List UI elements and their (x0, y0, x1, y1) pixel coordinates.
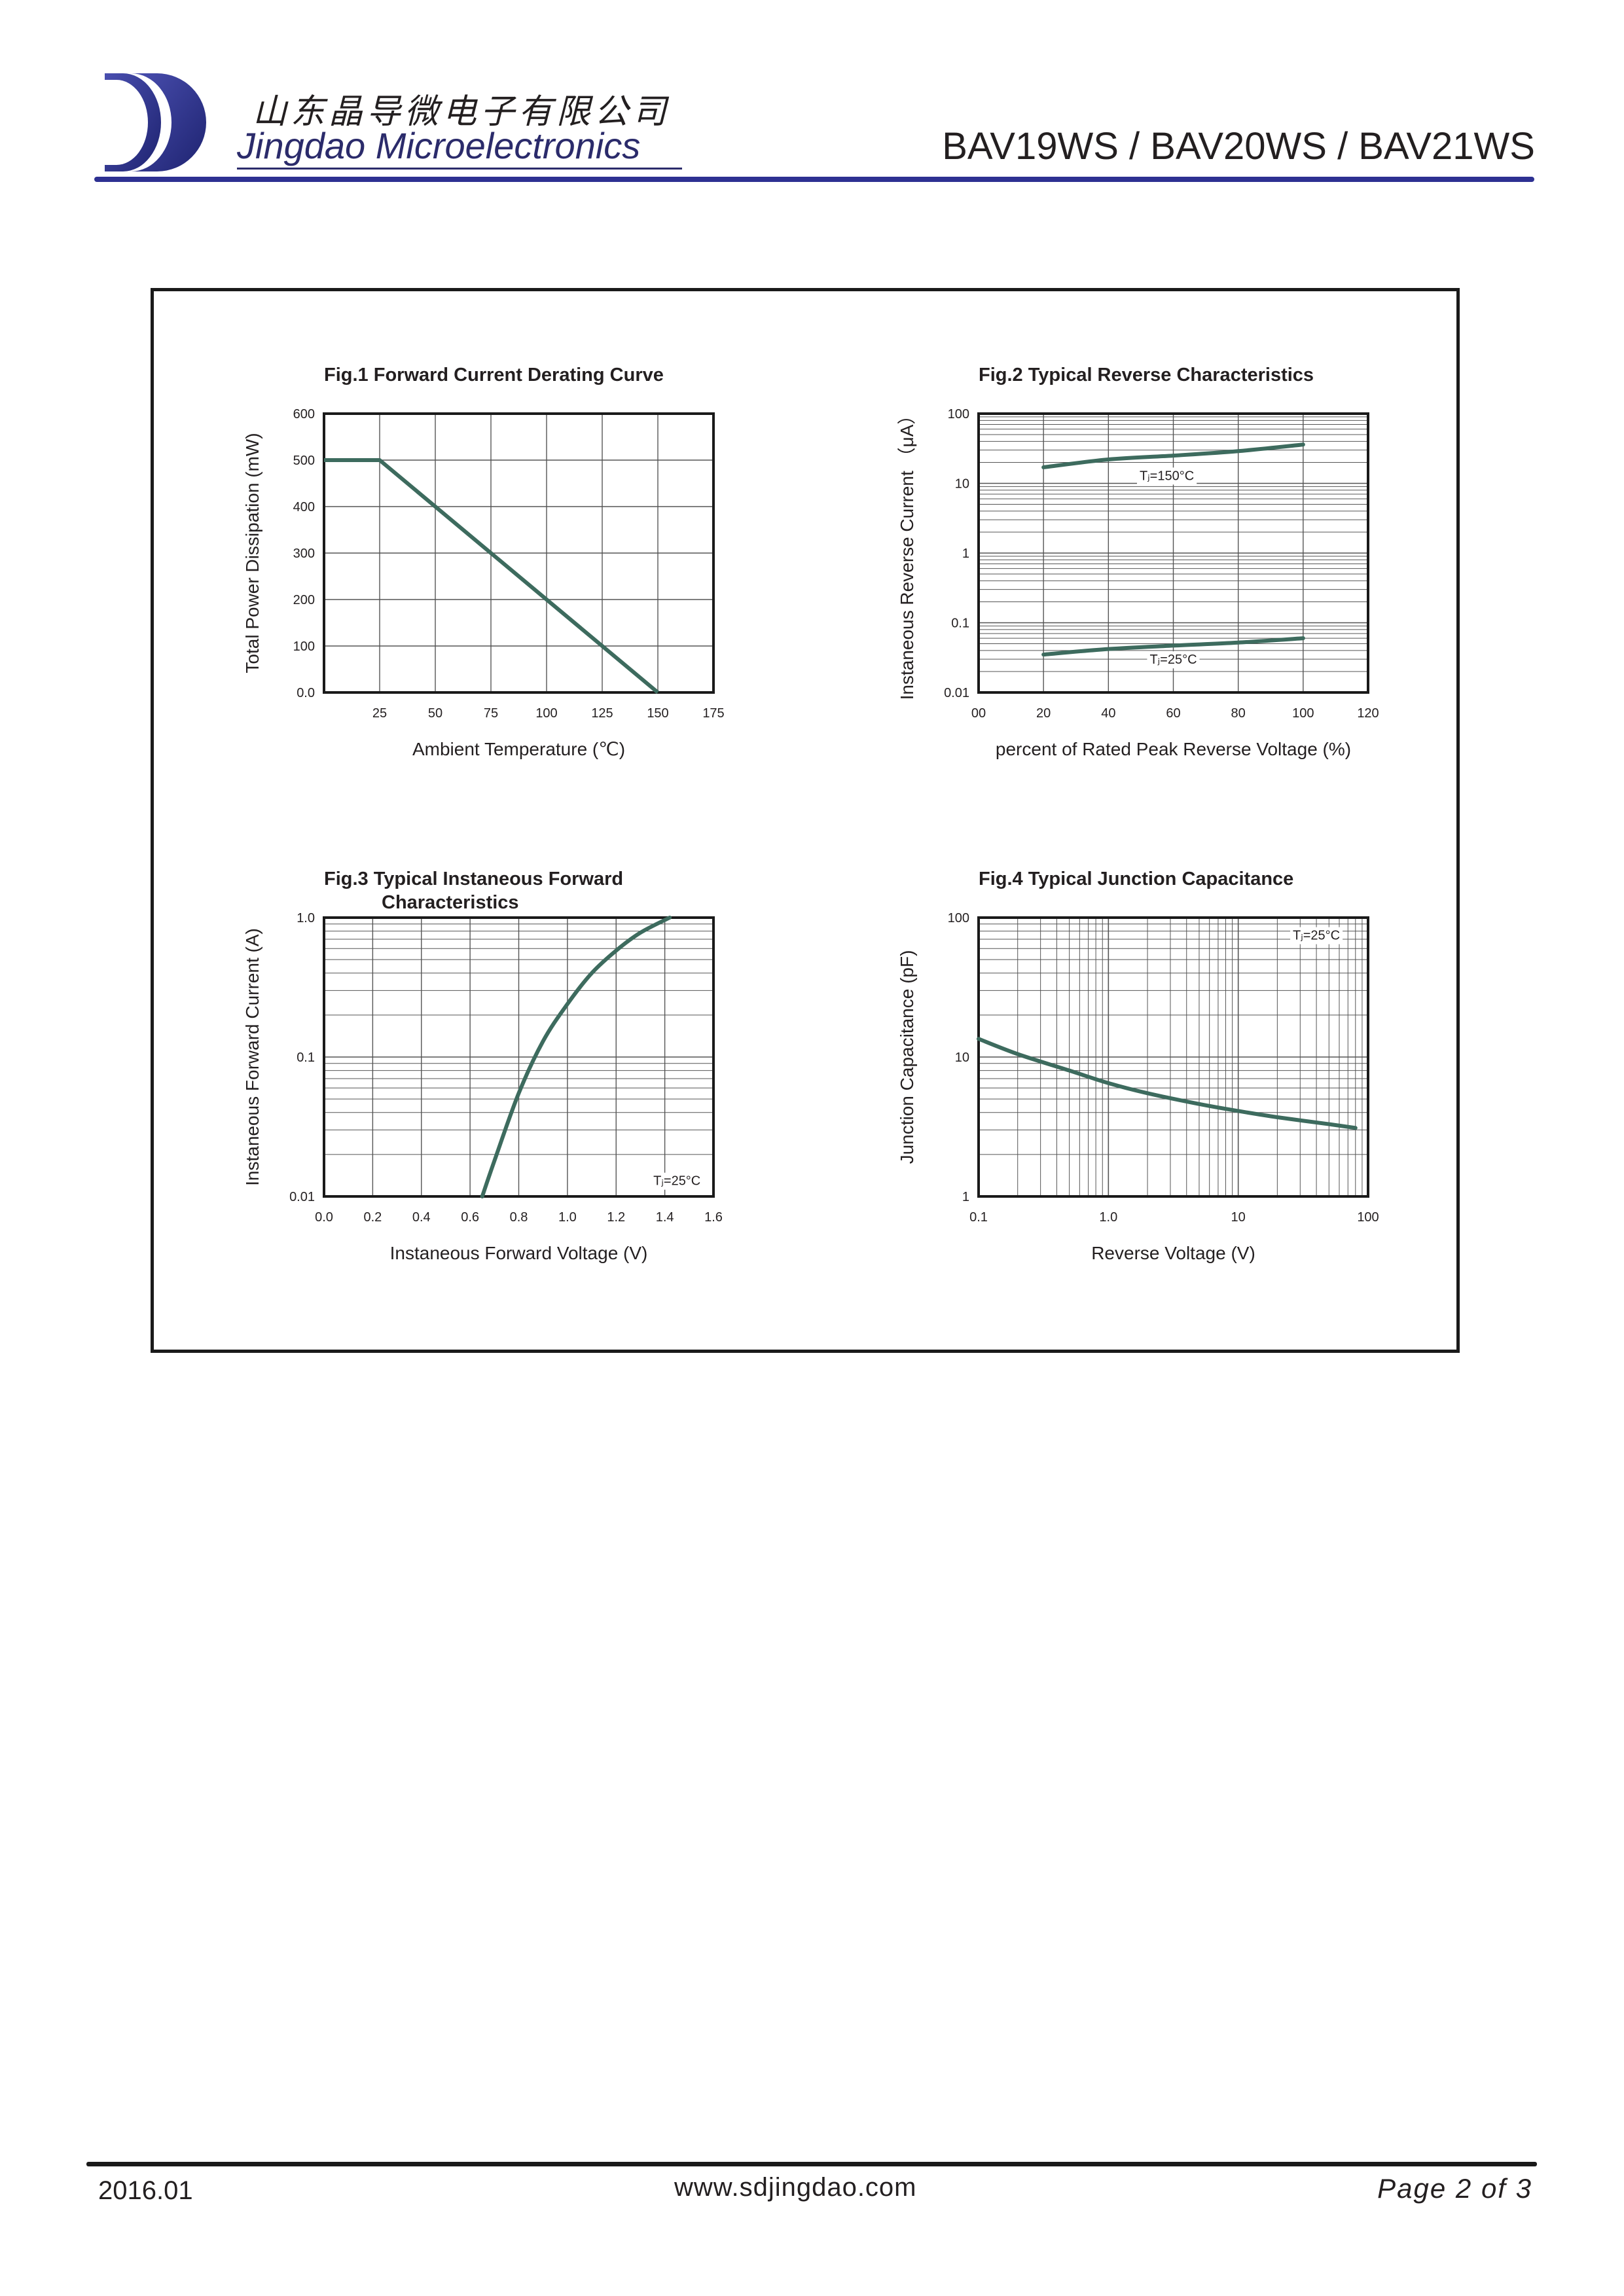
fig2-title: Fig.2 Typical Reverse Characteristics (979, 365, 1314, 386)
fig4-xtick-label: 100 (1357, 1210, 1379, 1225)
fig1-series-0-line (324, 458, 659, 694)
fig4-title: Fig.4 Typical Junction Capacitance (979, 869, 1293, 889)
fig4-annotation: Tⱼ=25°C (1293, 929, 1340, 943)
fig2-ytick-label: 0.1 (951, 617, 969, 631)
fig1-xtick-label: 175 (702, 706, 724, 721)
fig1-ytick-label: 200 (293, 593, 315, 607)
footer-url[interactable]: www.sdjingdao.com (674, 2173, 917, 2202)
fig4-ytick-label: 10 (955, 1050, 969, 1065)
fig4-chart: Fig.4 Typical Junction Capacitance 0.1 1.0… (871, 844, 1447, 1270)
fig3-xtick-label: 1.4 (656, 1210, 674, 1225)
company-logo (105, 73, 209, 171)
fig4-svg: Fig.4 Typical Junction Capacitance 0.1 1.0… (897, 869, 1379, 1263)
fig1-ytick-label: 0.0 (297, 686, 315, 700)
fig2-xtick-label: 00 (971, 706, 986, 721)
fig4-grid (978, 918, 1368, 1197)
fig3-xtick-label: 1.2 (607, 1210, 625, 1225)
fig2-xtick-label: 20 (1036, 706, 1051, 721)
fig2-chart: Fig.2 Typical Reverse Characteristics 00 2… (871, 340, 1447, 766)
fig4-annotation-bg (1290, 927, 1343, 944)
fig2-xtick-label: 60 (1166, 706, 1180, 721)
fig2-xtick-label: 40 (1101, 706, 1115, 721)
fig3-xtick-label: 0.0 (315, 1210, 333, 1225)
fig1-xtick-label: 50 (428, 706, 442, 721)
fig4-xtick-label: 1.0 (1099, 1210, 1117, 1225)
fig2-xtick-label: 120 (1357, 706, 1379, 721)
fig1-xtick-label: 100 (535, 706, 557, 721)
fig1-grid (324, 413, 714, 693)
fig2-xtick-label: 80 (1231, 706, 1246, 721)
fig2-series-0-line (1041, 442, 1305, 469)
fig3-title-line2: Characteristics (382, 892, 519, 913)
fig3-annotation-bg (651, 1172, 704, 1190)
fig1-svg: Fig.1 Forward Current Derating Curve 25 50… (242, 365, 725, 759)
fig3-xtick-label: 1.0 (558, 1210, 577, 1225)
fig2-xtick-label: 100 (1292, 706, 1314, 721)
fig2-xlabel: percent of Rated Peak Reverse Voltage (%… (996, 739, 1351, 759)
fig3-xtick-label: 0.2 (363, 1210, 382, 1225)
fig3-title: Fig.3 Typical Instaneous Forward (324, 869, 623, 889)
fig4-xlabel: Reverse Voltage (V) (1091, 1243, 1255, 1263)
fig2-ytick-label: 100 (948, 407, 969, 422)
fig3-xtick-label: 0.6 (461, 1210, 479, 1225)
fig3-svg: Fig.3 Typical Instaneous Forward Characte… (242, 869, 723, 1263)
fig2-plot-frame (977, 412, 1369, 694)
fig1-ylabel: Total Power Dissipation (mW) (242, 433, 262, 673)
fig3-series-0-line (480, 916, 672, 1198)
fig2-annotation: Tⱼ=150°C (1140, 469, 1194, 483)
fig3-annotation: Tⱼ=25°C (653, 1174, 700, 1189)
fig1-ytick-label: 500 (293, 454, 315, 468)
header-rule (94, 177, 1534, 182)
fig1-xlabel: Ambient Temperature (℃) (412, 739, 625, 759)
fig3-grid (323, 918, 714, 1197)
fig3-xtick-label: 0.4 (412, 1210, 431, 1225)
footer-date: 2016.01 (98, 2176, 193, 2205)
fig4-ylabel: Junction Capacitance (pF) (897, 950, 917, 1164)
fig2-series-1-line (1041, 636, 1305, 657)
fig1-xtick-label: 25 (372, 706, 387, 721)
fig3-ytick-label: 0.01 (289, 1190, 315, 1204)
fig4-xtick-label: 10 (1231, 1210, 1246, 1225)
fig1-ytick-label: 100 (293, 639, 315, 654)
fig4-ytick-label: 1 (962, 1190, 969, 1204)
fig4-ytick-label: 100 (948, 911, 969, 925)
fig3-ytick-label: 1.0 (297, 911, 315, 925)
fig2-annotation-bg (1147, 651, 1200, 669)
fig4-xtick-label: 0.1 (969, 1210, 988, 1225)
fig3-xtick-label: 0.8 (510, 1210, 528, 1225)
fig3-xlabel: Instaneous Forward Voltage (V) (390, 1243, 648, 1263)
fig1-ytick-label: 300 (293, 547, 315, 561)
fig3-ytick-label: 0.1 (297, 1050, 315, 1065)
fig4-plot-frame (977, 916, 1369, 1198)
fig1-xtick-label: 75 (484, 706, 498, 721)
footer-page-number: Page 2 of 3 (1377, 2173, 1532, 2204)
fig1-plot-frame (323, 412, 715, 694)
document-title: BAV19WS / BAV20WS / BAV21WS (942, 125, 1535, 168)
fig2-svg: Fig.2 Typical Reverse Characteristics 00 2… (897, 365, 1379, 759)
company-name-underline (237, 168, 682, 170)
fig2-annotation: Tⱼ=25°C (1149, 653, 1197, 667)
fig2-ytick-label: 0.01 (944, 686, 969, 700)
fig1-title: Fig.1 Forward Current Derating Curve (324, 365, 664, 386)
fig3-plot-frame (323, 916, 715, 1198)
fig3-xtick-label: 1.6 (704, 1210, 723, 1225)
fig2-ylabel: Instaneous Reverse Current （μA） (897, 406, 917, 700)
company-name-chinese: 山东晶导微电子有限公司 (253, 92, 671, 132)
footer-rule (86, 2162, 1537, 2166)
company-name-english: Jingdao Microelectronics (237, 125, 641, 166)
fig2-annotation-bg (1136, 467, 1197, 485)
fig2-ytick-label: 1 (962, 547, 969, 561)
fig1-ytick-label: 600 (293, 407, 315, 422)
fig1-ytick-label: 400 (293, 500, 315, 514)
fig1-xtick-label: 125 (591, 706, 613, 721)
charts-frame (151, 288, 1460, 1353)
fig1-chart: Fig.1 Forward Current Derating Curve 25 50… (216, 340, 792, 766)
fig2-ytick-label: 10 (955, 477, 969, 492)
fig3-ylabel: Instaneous Forward Current (A) (242, 928, 262, 1186)
fig3-chart: Fig.3 Typical Instaneous Forward Characte… (216, 844, 792, 1270)
fig4-series-0-line (977, 1037, 1358, 1130)
fig1-xtick-label: 150 (647, 706, 668, 721)
